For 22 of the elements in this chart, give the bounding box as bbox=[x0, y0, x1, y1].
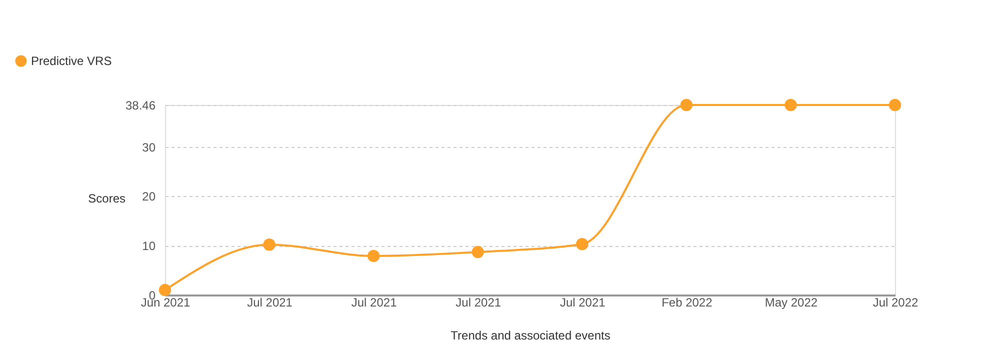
y-tick-label: 30 bbox=[142, 140, 156, 154]
x-tick-label: Jul 2021 bbox=[560, 296, 606, 310]
point bbox=[680, 98, 693, 112]
x-tick-label: May 2022 bbox=[764, 296, 818, 310]
y-tick-label: 10 bbox=[142, 239, 156, 254]
point bbox=[472, 246, 484, 258]
x-tick-label: Jul 2021 bbox=[351, 296, 398, 310]
y-tick-label: 20 bbox=[142, 190, 156, 204]
point bbox=[576, 238, 588, 250]
x-tick-label: Feb 2022 bbox=[662, 296, 713, 310]
y-axis-title: Scores bbox=[88, 192, 126, 206]
point bbox=[158, 284, 172, 296]
x-tick-label: Jul 2022 bbox=[872, 296, 919, 310]
x-tick-label: Jul 2021 bbox=[247, 296, 293, 310]
x-axis-title: Trends and associated events bbox=[450, 328, 610, 342]
point bbox=[367, 250, 380, 262]
x-tick-label: Jul 2021 bbox=[456, 296, 502, 310]
point bbox=[784, 98, 797, 112]
legend-label: Predictive VRS bbox=[31, 54, 112, 68]
point bbox=[888, 98, 902, 112]
y-tick-label: 38.46 bbox=[125, 98, 156, 112]
point bbox=[263, 238, 276, 251]
